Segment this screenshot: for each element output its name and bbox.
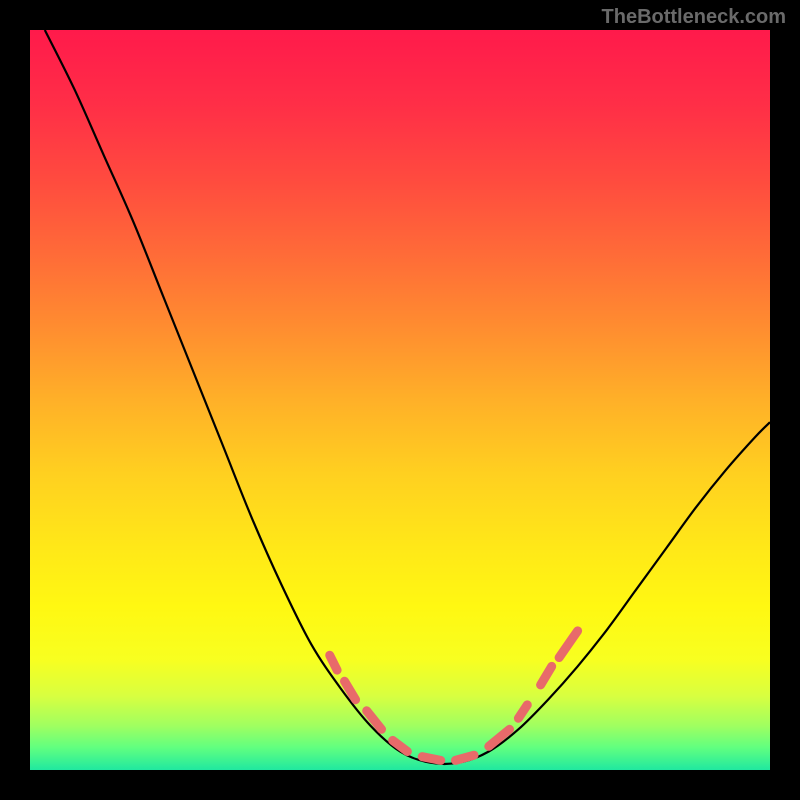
highlight-dashes bbox=[330, 631, 578, 761]
bottleneck-curve bbox=[45, 30, 770, 764]
watermark-text: TheBottleneck.com bbox=[602, 6, 786, 29]
curve-layer bbox=[30, 30, 770, 770]
plot-area bbox=[30, 30, 770, 770]
